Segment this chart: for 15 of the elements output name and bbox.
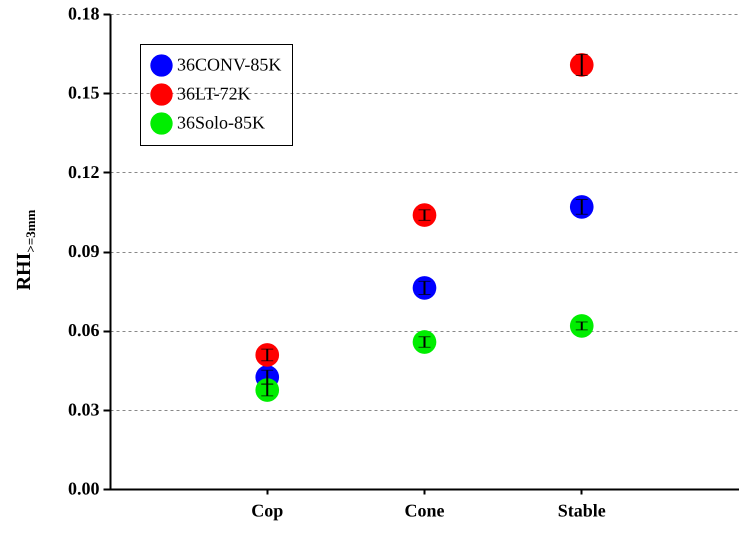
- legend-label: 36Solo-85K: [177, 112, 266, 132]
- y-tick-label: 0.18: [68, 4, 100, 24]
- x-tick-label: Cop: [251, 500, 284, 520]
- x-tick-label: Cone: [404, 500, 445, 520]
- point: [412, 203, 436, 227]
- y-tick-label: 0.03: [68, 399, 100, 420]
- x-tick-label: Stable: [558, 500, 606, 520]
- y-tick-label: 0.00: [68, 478, 100, 498]
- y-tick-label: 0.15: [68, 82, 100, 103]
- y-tick-label: 0.12: [68, 162, 100, 182]
- point: [570, 314, 594, 338]
- legend-label: 36CONV-85K: [177, 54, 282, 74]
- y-tick-label: 0.06: [68, 320, 100, 340]
- y-tick-label: 0.09: [68, 241, 100, 261]
- legend-label: 36LT-72K: [177, 84, 251, 104]
